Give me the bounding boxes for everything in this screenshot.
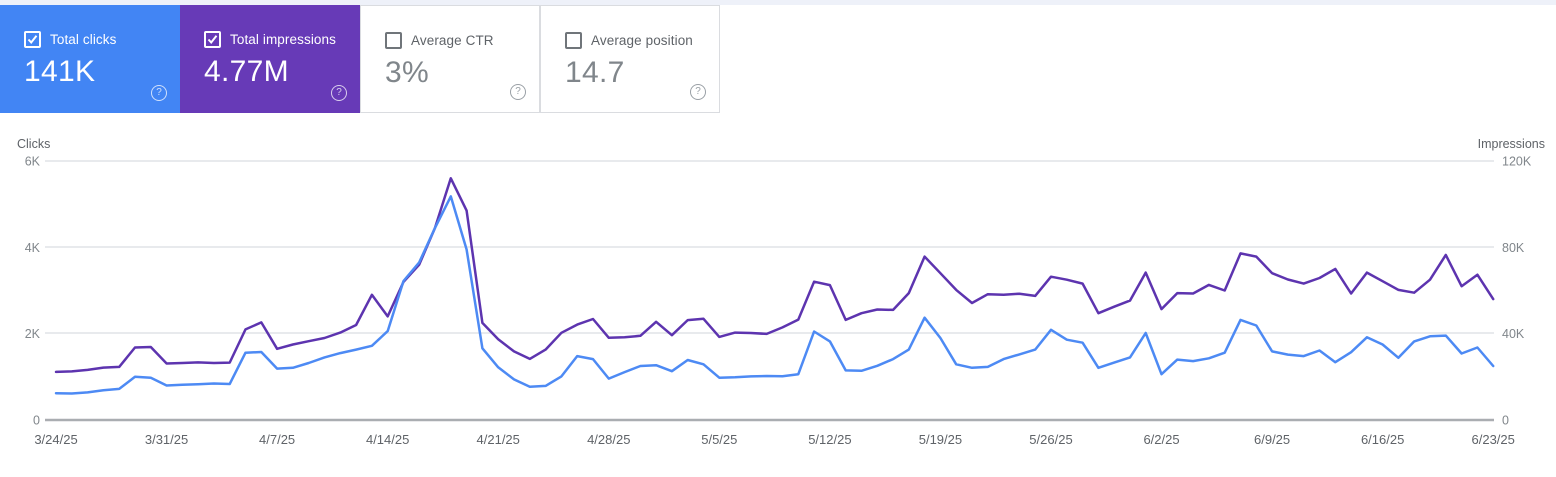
total-impressions-checkbox[interactable] xyxy=(204,31,221,48)
x-axis-date-label: 6/2/25 xyxy=(1143,432,1179,447)
checkmark-icon xyxy=(27,35,38,45)
right-axis-tick: 0 xyxy=(1502,414,1509,428)
x-axis-date-label: 5/5/25 xyxy=(701,432,737,447)
total-clicks-checkbox[interactable] xyxy=(24,31,41,48)
impressions-line[interactable] xyxy=(54,177,1495,374)
metric-card-total-clicks[interactable]: Total clicks 141K ? xyxy=(0,5,180,113)
x-axis-date-label: 5/19/25 xyxy=(919,432,962,447)
help-icon[interactable]: ? xyxy=(510,84,526,100)
metric-card-average-ctr[interactable]: Average CTR 3% ? xyxy=(360,5,540,113)
x-axis-date-label: 6/23/25 xyxy=(1472,432,1515,447)
x-axis-date-label: 4/28/25 xyxy=(587,432,630,447)
x-axis-date-label: 3/31/25 xyxy=(145,432,188,447)
left-axis-tick: 4K xyxy=(25,241,41,255)
right-axis-tick: 120K xyxy=(1502,155,1532,169)
metric-card-total-impressions[interactable]: Total impressions 4.77M ? xyxy=(180,5,360,113)
metric-card-value: 4.77M xyxy=(204,55,289,88)
right-axis-tick: 80K xyxy=(1502,241,1525,255)
help-icon[interactable]: ? xyxy=(151,85,167,101)
help-icon[interactable]: ? xyxy=(690,84,706,100)
left-axis-title: Clicks xyxy=(17,137,50,151)
x-axis-date-label: 3/24/25 xyxy=(34,432,77,447)
metric-card-value: 141K xyxy=(24,55,96,88)
x-axis-date-label: 4/7/25 xyxy=(259,432,295,447)
metric-card-average-position[interactable]: Average position 14.7 ? xyxy=(540,5,720,113)
x-axis-date-label: 6/9/25 xyxy=(1254,432,1290,447)
left-axis-tick: 2K xyxy=(25,327,41,341)
metric-cards-row: Total clicks 141K ? Total impressions 4.… xyxy=(0,5,720,113)
x-axis-date-label: 5/12/25 xyxy=(808,432,851,447)
metric-card-label: Total clicks xyxy=(50,32,117,47)
right-axis-title: Impressions xyxy=(1478,137,1545,151)
metric-card-value: 14.7 xyxy=(565,56,625,89)
average-ctr-checkbox[interactable] xyxy=(385,32,402,49)
average-position-checkbox[interactable] xyxy=(565,32,582,49)
x-axis-date-label: 6/16/25 xyxy=(1361,432,1404,447)
left-axis-tick: 6K xyxy=(25,155,41,169)
metric-card-label: Total impressions xyxy=(230,32,336,47)
right-axis-tick: 40K xyxy=(1502,327,1525,341)
x-axis-date-label: 5/26/25 xyxy=(1029,432,1072,447)
checkmark-icon xyxy=(207,35,218,45)
x-axis-date-label: 4/14/25 xyxy=(366,432,409,447)
help-icon[interactable]: ? xyxy=(331,85,347,101)
x-axis-date-label: 4/21/25 xyxy=(477,432,520,447)
left-axis-tick: 0 xyxy=(33,414,40,428)
top-edge-strip xyxy=(0,0,1556,5)
metric-card-label: Average CTR xyxy=(411,33,494,48)
metric-card-label: Average position xyxy=(591,33,693,48)
metric-card-value: 3% xyxy=(385,56,429,89)
clicks-line[interactable] xyxy=(54,195,1495,395)
